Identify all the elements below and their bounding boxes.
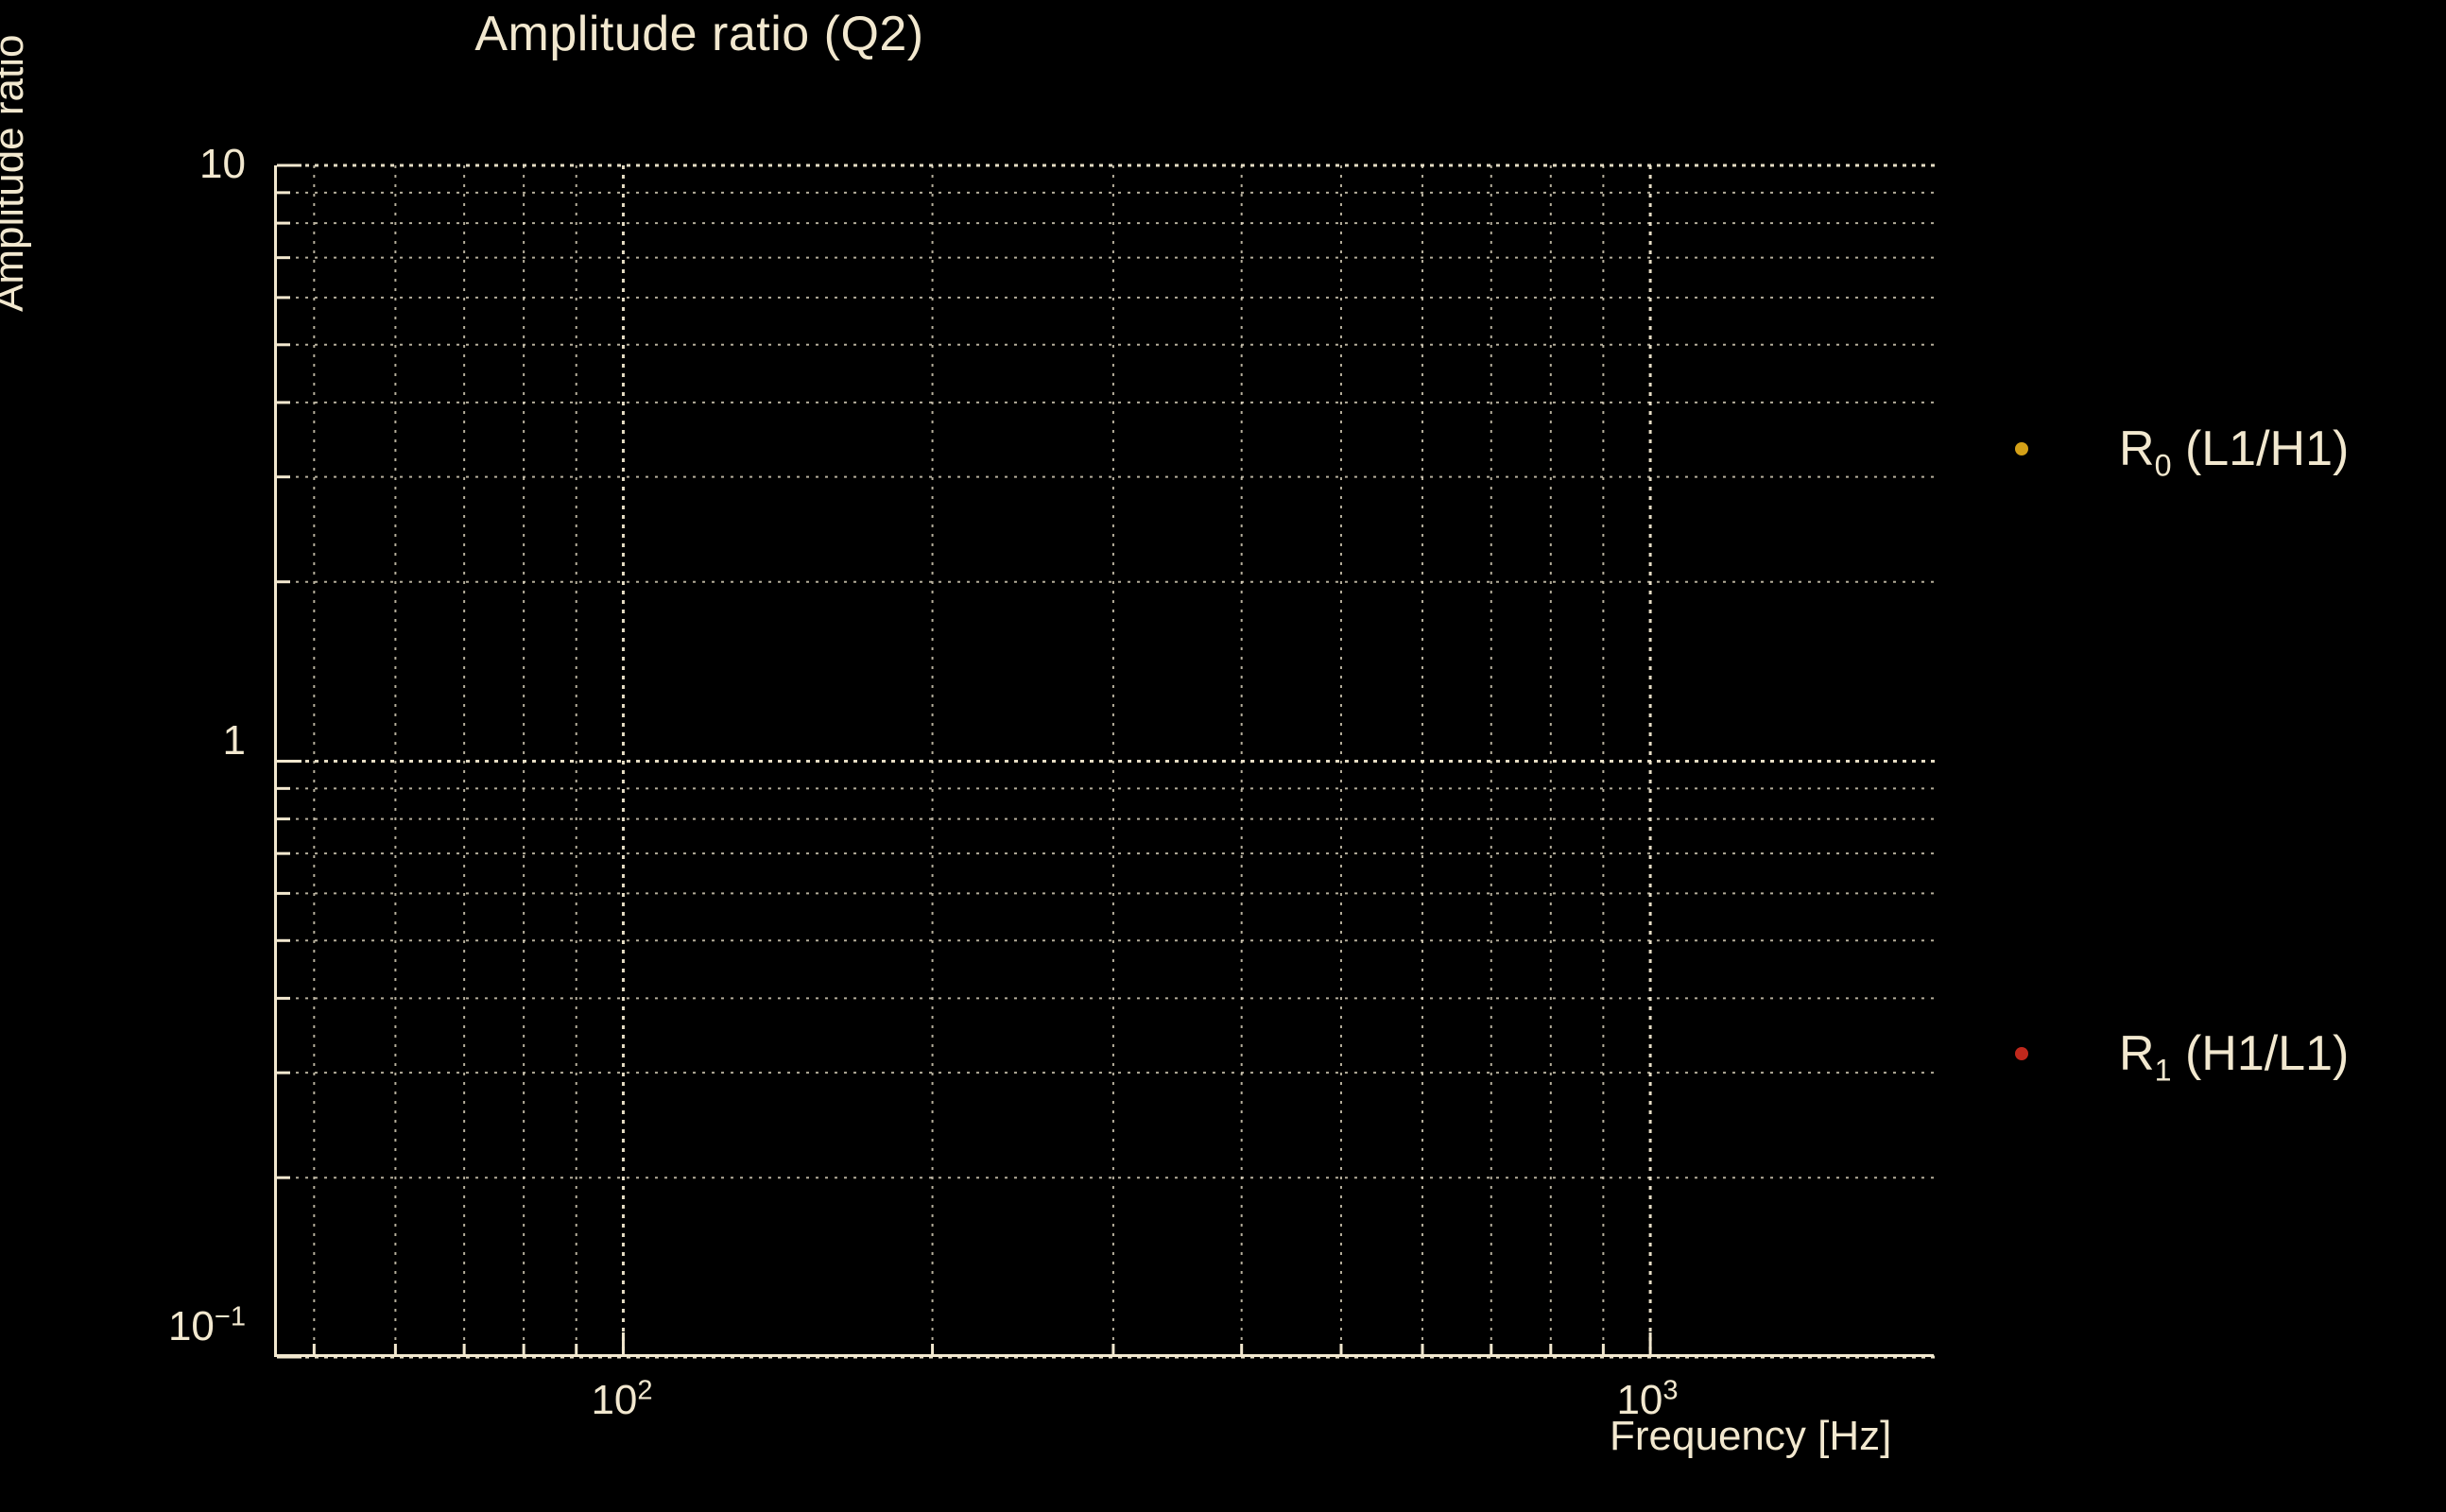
grid-lines [277, 163, 1937, 1359]
x-tick-exponent-2: 3 [1662, 1375, 1679, 1406]
chart-title: Amplitude ratio (Q2) [474, 7, 924, 61]
legend-label-r0-main: R [2119, 421, 2155, 476]
legend-label-r0: R0 (L1/H1) [2119, 421, 2350, 481]
y-tick-exponent: −1 [214, 1301, 246, 1332]
x-tick-mantissa-2: 10 [1616, 1377, 1663, 1423]
legend-marker-r1 [2015, 1047, 2028, 1060]
y-axis-title: Amplitude ratio [0, 34, 32, 312]
y-tick-label-10: 10 [199, 141, 246, 187]
legend-entry-r0[interactable]: R0 (L1/H1) [2004, 406, 2349, 491]
legend-label-r1-tail: (H1/L1) [2171, 1026, 2350, 1081]
plot-area[interactable] [274, 163, 1937, 1359]
x-axis-title: Frequency [Hz] [1610, 1413, 1892, 1459]
x-tick-exponent-1: 2 [637, 1375, 653, 1406]
y-tick-mantissa: 10 [167, 1303, 215, 1349]
legend-label-r1: R1 (H1/L1) [2119, 1026, 2350, 1086]
x-tick-label-1e3: 103 [1572, 1377, 1723, 1423]
x-tick-label-1e2: 102 [546, 1377, 698, 1423]
legend-marker-r0 [2015, 442, 2028, 455]
x-tick-mantissa-1: 10 [591, 1377, 638, 1423]
legend-label-r0-sub: 0 [2154, 448, 2172, 483]
legend-entry-r1[interactable]: R1 (H1/L1) [2004, 1011, 2349, 1096]
legend-label-r1-main: R [2119, 1026, 2155, 1081]
y-tick-label-10-neg1: 10−1 [38, 1303, 246, 1349]
y-tick-label-1: 1 [222, 717, 246, 764]
legend-label-r0-tail: (L1/H1) [2171, 421, 2350, 476]
legend-label-r1-sub: 1 [2154, 1053, 2172, 1088]
